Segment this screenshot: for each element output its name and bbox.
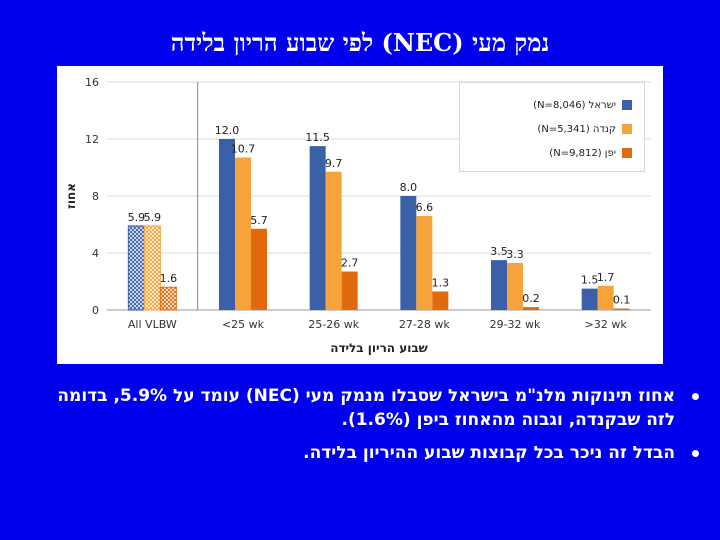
bullet-dot-icon	[692, 393, 699, 400]
y-tick-label: 12	[85, 133, 99, 146]
bar	[523, 307, 539, 310]
x-tick-label: <25 wk	[222, 318, 265, 331]
data-label: 8.0	[400, 181, 418, 194]
data-label: 3.3	[506, 248, 524, 261]
x-tick-label: All VLBW	[128, 318, 177, 331]
bar	[143, 225, 161, 311]
data-label: 1.3	[432, 276, 450, 289]
data-label: 5.7	[250, 214, 268, 227]
bar	[309, 146, 326, 310]
bar	[219, 139, 235, 310]
bar	[613, 308, 630, 310]
legend-item-japan: יפן (N=9,812)	[549, 145, 632, 161]
bar	[325, 171, 342, 310]
x-tick-label: 29-32 wk	[490, 318, 541, 331]
data-label: 0.2	[522, 292, 540, 305]
bullet-text: הבדל זה ניכר בכל קבוצות שבוע ההיריון בלי…	[303, 443, 675, 463]
data-label: 1.6	[160, 272, 178, 285]
data-label: 3.5	[490, 245, 508, 258]
data-label: 5.9	[144, 211, 162, 224]
data-label: 0.1	[613, 294, 631, 307]
x-tick-label: >32 wk	[585, 318, 628, 331]
bar	[432, 291, 449, 310]
legend-swatch-japan	[622, 148, 632, 158]
bar	[159, 286, 177, 311]
data-label: 11.5	[305, 131, 330, 144]
legend-item-israel: ישראל (N=8,046)	[533, 97, 632, 113]
bullet-item: אחוז תינוקות מלנ"מ בישראל שסבלו מנמק מעי…	[40, 384, 705, 432]
bullet-text: אחוז תינוקות מלנ"מ בישראל שסבלו מנמק מעי…	[57, 386, 675, 430]
legend-swatch-israel	[622, 100, 632, 110]
data-label: 10.7	[231, 143, 256, 156]
y-axis-title: אחוז	[64, 183, 78, 209]
data-label: 12.0	[215, 124, 240, 137]
chart-panel: 0 4 8 12 16 5.9 5.9 1.6 All VLBW 12.0 10.7 5.7 <25 w…	[57, 66, 663, 364]
bullet-item: הבדל זה ניכר בכל קבוצות שבוע ההיריון בלי…	[40, 441, 705, 465]
bar	[341, 271, 358, 310]
bar	[127, 225, 145, 311]
chart-legend: ישראל (N=8,046) קנדה (N=5,341) יפן (N=9,…	[459, 82, 645, 172]
bar	[597, 285, 614, 310]
bullet-list: אחוז תינוקות מלנ"מ בישראל שסבלו מנמק מעי…	[40, 384, 705, 474]
bar	[235, 157, 251, 310]
x-tick-label: 25-26 wk	[308, 318, 359, 331]
legend-label-canada: קנדה (N=5,341)	[537, 123, 616, 135]
bar	[507, 262, 523, 310]
bar	[416, 215, 433, 310]
bar	[251, 228, 267, 310]
data-label: 1.7	[597, 271, 615, 284]
legend-swatch-canada	[622, 124, 632, 134]
y-tick-label: 16	[85, 76, 99, 89]
y-tick-label: 0	[92, 304, 99, 317]
data-label: 1.5	[581, 274, 599, 287]
bar	[581, 288, 598, 310]
bullet-dot-icon	[692, 450, 699, 457]
y-tick-label: 8	[92, 190, 99, 203]
slide-title: נמק מעי (NEC) לפי שבוע הריון בלידה	[170, 28, 550, 57]
y-tick-label: 4	[92, 247, 99, 260]
legend-label-israel: ישראל (N=8,046)	[533, 99, 616, 111]
bar-chart: 0 4 8 12 16 5.95.9 1.6 All VLBW 12.0 10.7 5.7 <25 w…	[64, 76, 651, 355]
legend-item-canada: קנדה (N=5,341)	[537, 121, 632, 137]
data-label: 9.7	[325, 157, 343, 170]
data-label: 6.6	[416, 201, 434, 214]
legend-label-japan: יפן (N=9,812)	[549, 147, 616, 159]
data-label: 5.9	[128, 211, 146, 224]
data-label: 2.7	[341, 257, 359, 270]
bar	[400, 196, 417, 310]
x-tick-label: 27-28 wk	[399, 318, 450, 331]
x-axis-title: שבוע הריון בלידה	[330, 341, 428, 355]
bar	[491, 260, 507, 310]
